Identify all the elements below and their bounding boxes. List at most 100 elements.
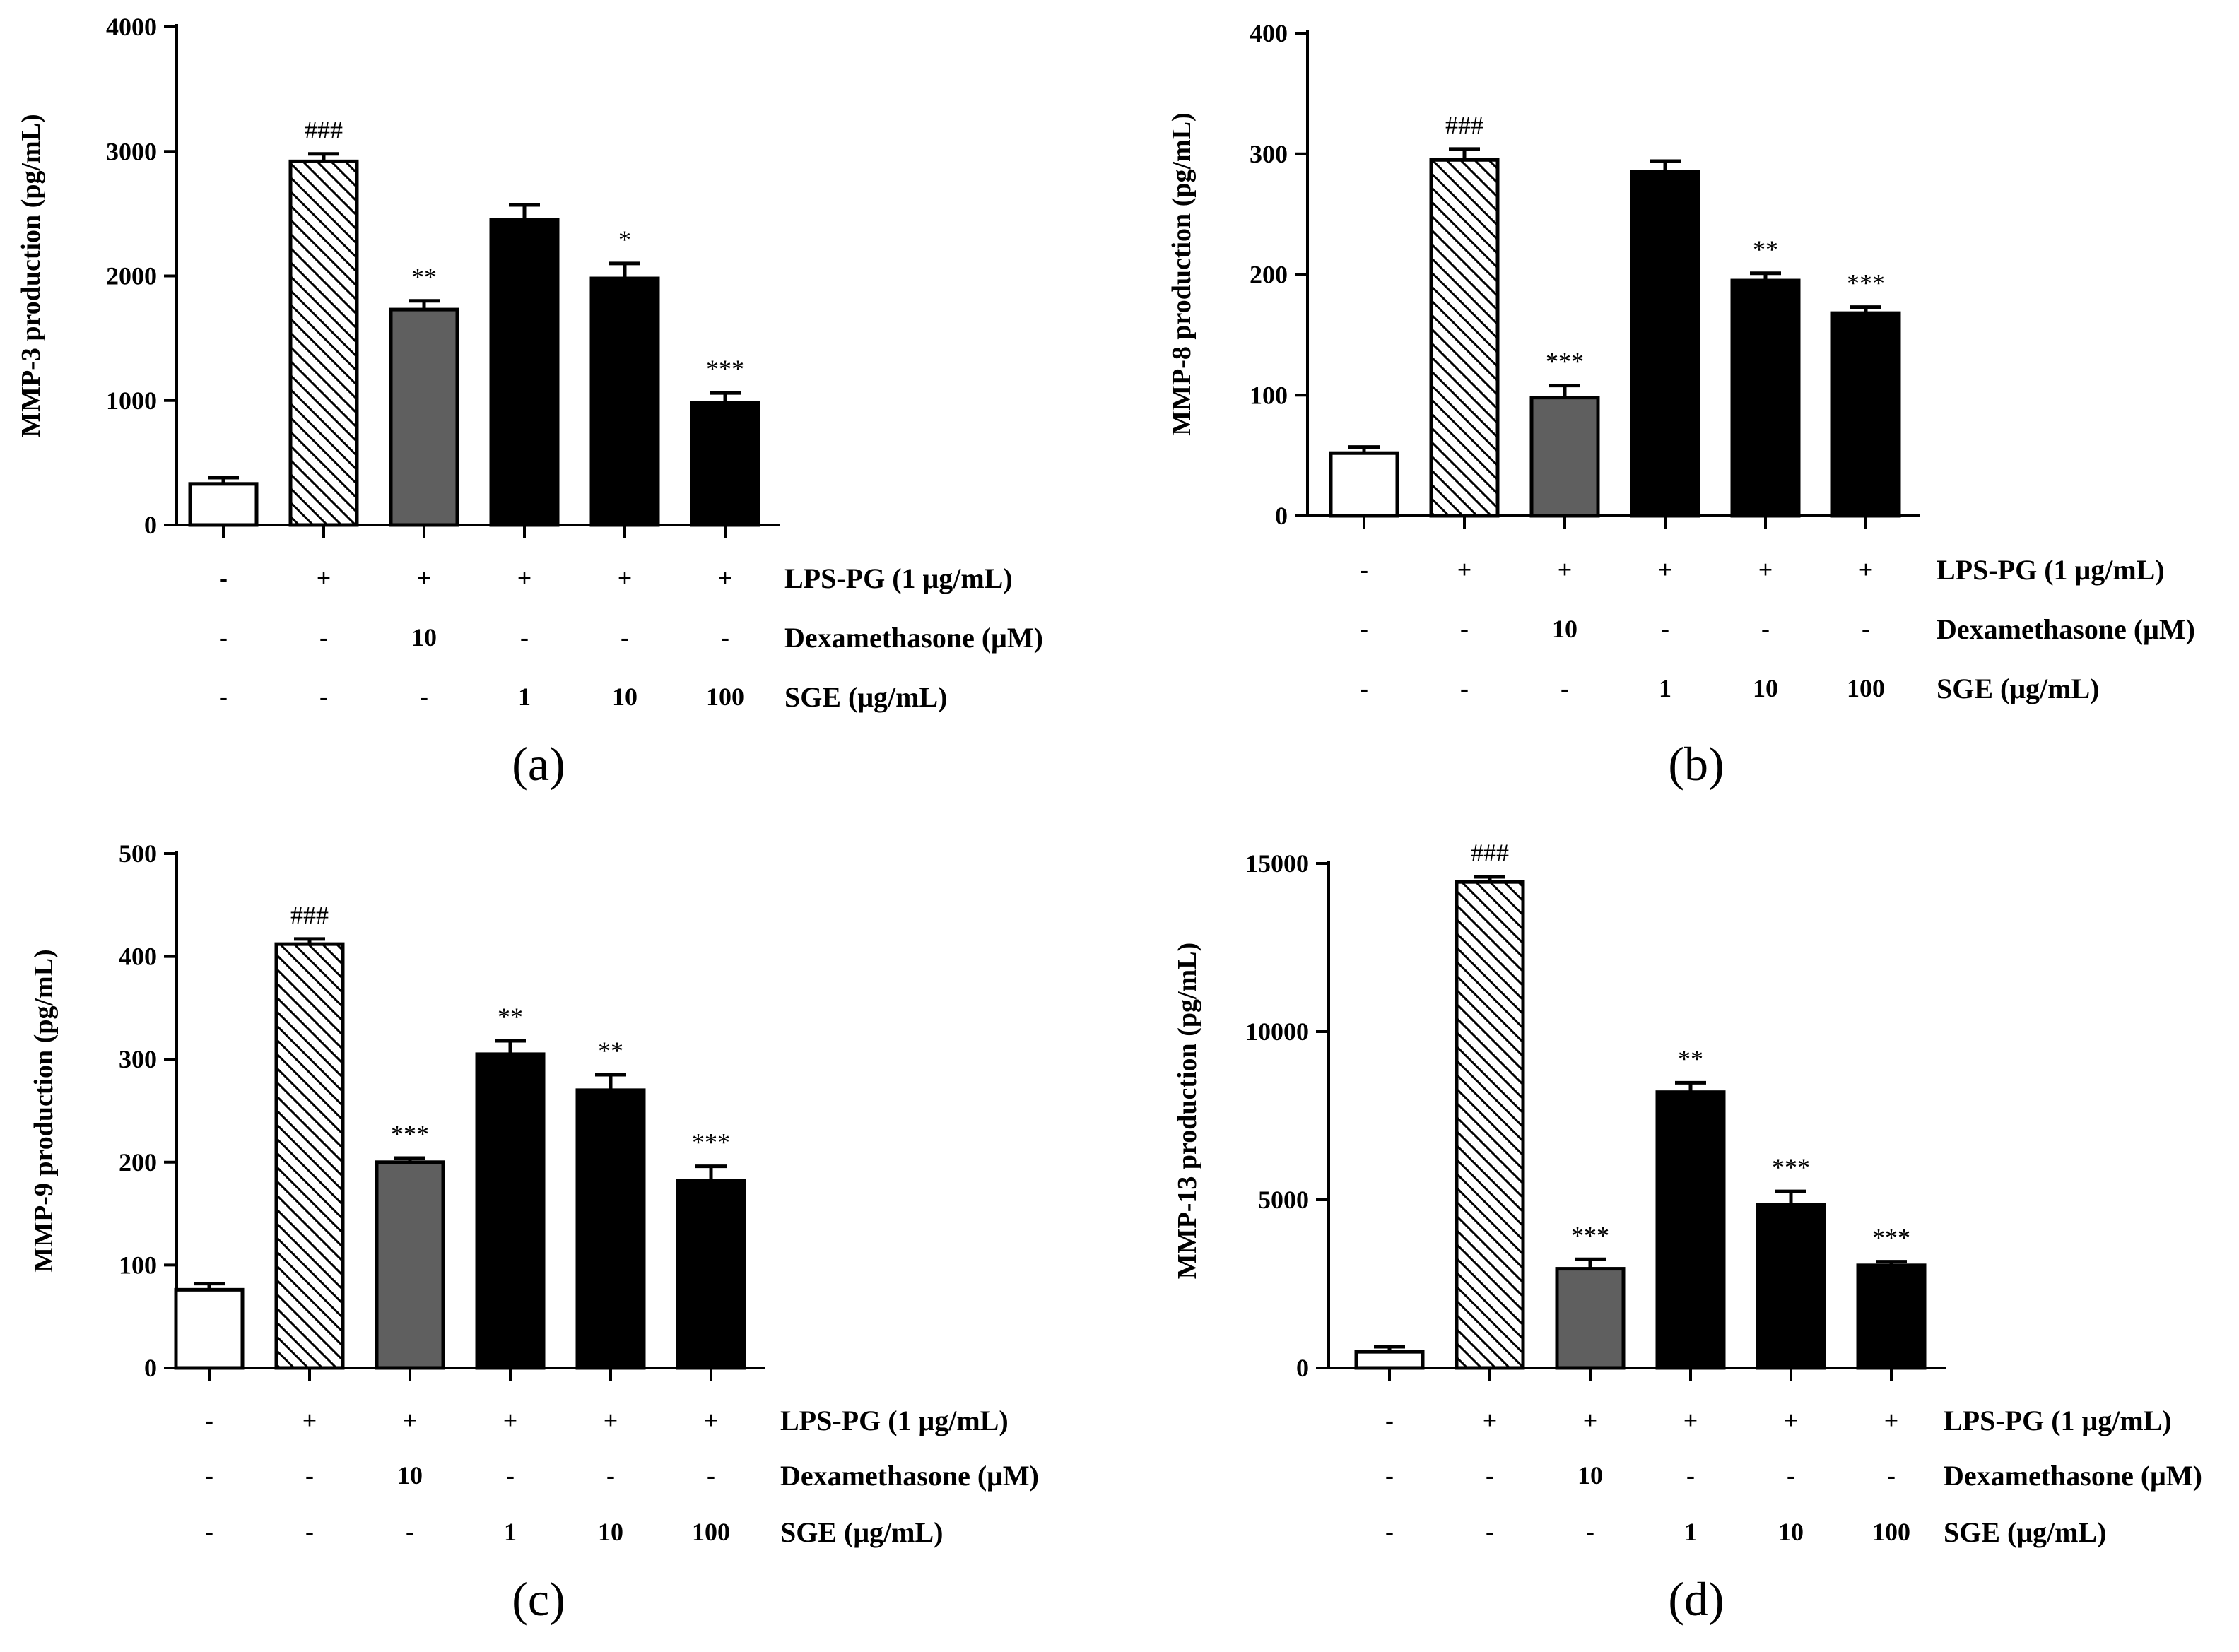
- panel-label: (d): [1668, 1572, 1724, 1626]
- condition-cell: -: [1586, 1518, 1594, 1546]
- bar: [1455, 880, 1525, 1370]
- condition-cell: -: [305, 1461, 314, 1489]
- bar: [1354, 1350, 1425, 1370]
- condition-cell: 100: [1872, 1518, 1910, 1546]
- condition-cell: 10: [612, 683, 637, 711]
- condition-cell: +: [618, 564, 633, 592]
- bar: [1555, 1267, 1626, 1370]
- condition-cell: +: [517, 564, 532, 592]
- condition-cell: 1: [1684, 1518, 1697, 1546]
- significance-label: **: [1678, 1044, 1703, 1073]
- condition-cell: -: [219, 564, 228, 592]
- y-tick-label: 0: [144, 511, 157, 539]
- bar: [589, 276, 660, 527]
- significance-label: **: [411, 263, 437, 291]
- significance-label: **: [598, 1037, 623, 1065]
- y-tick-label: 300: [1250, 140, 1288, 168]
- condition-cell: -: [1385, 1461, 1394, 1489]
- condition-cell: -: [707, 1461, 715, 1489]
- condition-cell: +: [317, 564, 331, 592]
- condition-cell: -: [1686, 1461, 1695, 1489]
- y-tick-label: 100: [119, 1251, 157, 1279]
- bar: [1630, 170, 1700, 518]
- significance-label: ###: [1445, 111, 1483, 139]
- condition-cell: -: [219, 623, 228, 651]
- condition-cell: -: [621, 623, 629, 651]
- y-tick-label: 200: [1250, 261, 1288, 289]
- condition-cell: -: [205, 1461, 213, 1489]
- y-tick-label: 1000: [106, 387, 157, 415]
- y-axis-title: MMP-13 production (pg/mL): [1173, 943, 1202, 1279]
- bar: [1830, 311, 1901, 518]
- y-tick-label: 15000: [1245, 849, 1309, 878]
- condition-row-label: Dexamethasone (μM): [1937, 613, 2195, 645]
- condition-cell: -: [1385, 1406, 1394, 1434]
- condition-cell: 10: [411, 623, 437, 651]
- condition-cell: -: [1460, 615, 1469, 643]
- bar: [1756, 1203, 1826, 1370]
- y-tick-label: 10000: [1245, 1017, 1309, 1046]
- bar: [288, 159, 359, 527]
- y-tick-label: 200: [119, 1148, 157, 1176]
- condition-cell: -: [1486, 1518, 1494, 1546]
- condition-cell: +: [503, 1406, 518, 1434]
- condition-cell: -: [1360, 555, 1368, 584]
- condition-cell: +: [1558, 555, 1573, 584]
- condition-cell: 10: [1552, 615, 1577, 643]
- condition-cell: -: [1360, 615, 1368, 643]
- condition-cell: -: [1385, 1518, 1394, 1546]
- significance-label: ***: [1847, 269, 1885, 297]
- significance-label: ***: [1546, 348, 1584, 376]
- bar: [690, 401, 760, 527]
- significance-label: **: [498, 1003, 523, 1031]
- panel-label: (a): [512, 737, 565, 791]
- significance-label: ***: [1571, 1221, 1609, 1249]
- significance-label: ***: [1872, 1224, 1910, 1252]
- condition-cell: 1: [504, 1518, 517, 1546]
- bar: [575, 1088, 646, 1370]
- condition-row-label: SGE (μg/mL): [780, 1516, 943, 1548]
- condition-row-label: LPS-PG (1 μg/mL): [1937, 554, 2165, 586]
- bar: [676, 1179, 746, 1370]
- y-axis-title: MMP-3 production (pg/mL): [16, 114, 46, 437]
- condition-cell: +: [1658, 555, 1673, 584]
- condition-cell: -: [1486, 1461, 1494, 1489]
- significance-label: ***: [706, 355, 744, 383]
- condition-cell: +: [403, 1406, 418, 1434]
- bar: [1856, 1263, 1927, 1370]
- bar: [1730, 278, 1801, 518]
- condition-row-label: SGE (μg/mL): [1937, 673, 2099, 704]
- condition-cell: 10: [1753, 674, 1778, 702]
- y-tick-label: 100: [1250, 381, 1288, 409]
- condition-cell: -: [1761, 615, 1770, 643]
- condition-cell: -: [219, 683, 228, 711]
- bar: [274, 942, 345, 1370]
- y-tick-label: 5000: [1258, 1186, 1309, 1214]
- significance-label: ***: [692, 1128, 730, 1157]
- condition-cell: 1: [518, 683, 531, 711]
- y-tick-label: 4000: [106, 13, 157, 41]
- bar: [489, 218, 560, 527]
- condition-row-label: SGE (μg/mL): [1944, 1516, 2106, 1548]
- condition-cell: -: [520, 623, 529, 651]
- condition-cell: +: [718, 564, 733, 592]
- bar: [1529, 396, 1600, 518]
- bar: [174, 1287, 245, 1370]
- condition-cell: -: [1360, 674, 1368, 702]
- significance-label: **: [1753, 235, 1778, 264]
- condition-cell: 100: [692, 1518, 730, 1546]
- condition-row-label: LPS-PG (1 μg/mL): [1944, 1405, 2172, 1436]
- condition-cell: 1: [1659, 674, 1671, 702]
- condition-cell: -: [1561, 674, 1569, 702]
- condition-cell: -: [606, 1461, 615, 1489]
- significance-label: *: [618, 225, 631, 254]
- significance-label: ***: [1772, 1153, 1810, 1181]
- condition-cell: -: [1887, 1461, 1896, 1489]
- bar: [475, 1052, 546, 1370]
- condition-cell: -: [319, 683, 328, 711]
- panel-label: (c): [512, 1572, 565, 1626]
- condition-cell: +: [1483, 1406, 1498, 1434]
- condition-cell: -: [420, 683, 428, 711]
